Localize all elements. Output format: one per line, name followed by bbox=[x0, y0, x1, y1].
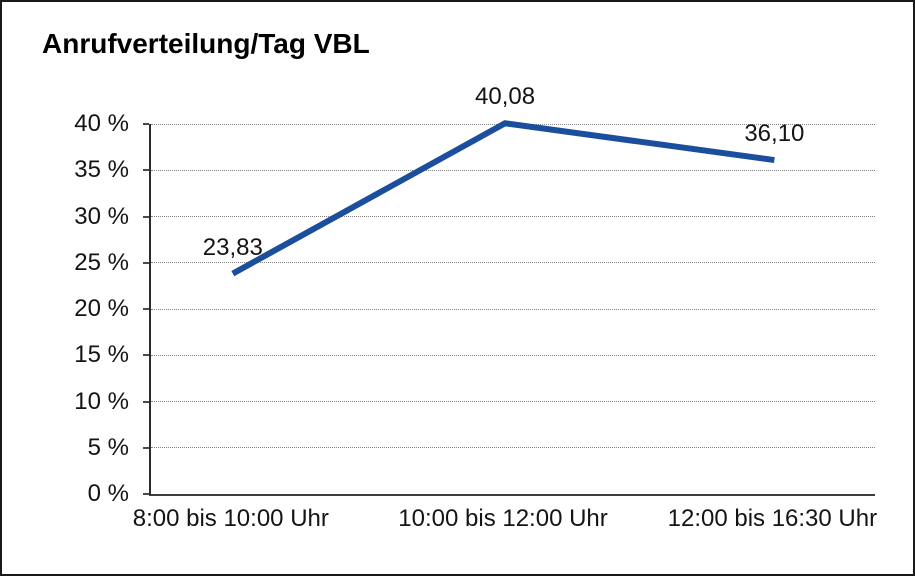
gridline bbox=[151, 447, 875, 449]
y-axis-tick-label: 25 % bbox=[74, 248, 129, 276]
y-axis-tick bbox=[143, 215, 149, 218]
series-svg bbox=[231, 120, 775, 277]
y-axis-tick-label: 40 % bbox=[74, 110, 129, 137]
y-axis-tick bbox=[143, 354, 149, 357]
y-axis-tick-label: 30 % bbox=[74, 202, 129, 230]
x-axis-category-label: 8:00 bis 10:00 Uhr bbox=[132, 505, 329, 532]
x-axis: 8:00 bis 10:00 Uhr 10:00 bis 12:00 Uhr 12:… bbox=[133, 505, 877, 539]
gridline bbox=[151, 262, 875, 264]
y-axis-tick bbox=[143, 123, 149, 125]
gridline bbox=[151, 308, 875, 310]
y-axis-tick bbox=[143, 493, 149, 495]
y-axis-tick-label: 15 % bbox=[74, 341, 129, 369]
y-axis-tick-label: 5 % bbox=[87, 433, 129, 461]
gridline bbox=[151, 216, 875, 217]
plot-area: 23,83 40,08 36,10 bbox=[143, 83, 875, 496]
x-axis-category-label: 12:00 bis 16:30 Uhr bbox=[667, 505, 878, 532]
x-axis-category-label: 10:00 bis 12:00 Uhr bbox=[398, 505, 608, 532]
y-axis-tick-label: 20 % bbox=[74, 295, 129, 322]
y-axis-tick-label: 10 % bbox=[74, 387, 129, 415]
y-axis-tick bbox=[143, 261, 149, 264]
data-point-label: 40,08 bbox=[475, 83, 536, 111]
data-point-label: 23,83 bbox=[202, 233, 263, 261]
y-axis-tick bbox=[143, 169, 149, 172]
y-axis-tick-label: 0 % bbox=[87, 480, 129, 507]
y-axis-tick bbox=[143, 400, 149, 403]
gridline bbox=[151, 169, 875, 171]
y-axis-tick bbox=[143, 446, 149, 449]
gridline bbox=[151, 401, 875, 402]
gridline bbox=[151, 354, 875, 356]
y-axis-tick-label: 35 % bbox=[74, 156, 129, 184]
series-line bbox=[231, 120, 775, 277]
data-point-label: 36,10 bbox=[744, 120, 805, 148]
y-axis-tick bbox=[143, 308, 149, 310]
chart-title: Anrufverteilung/Tag VBL bbox=[42, 28, 370, 59]
y-axis: 0 % 5 % 10 % 15 % 20 % 25 % 30 % 35 % 40 % bbox=[2, 110, 129, 507]
